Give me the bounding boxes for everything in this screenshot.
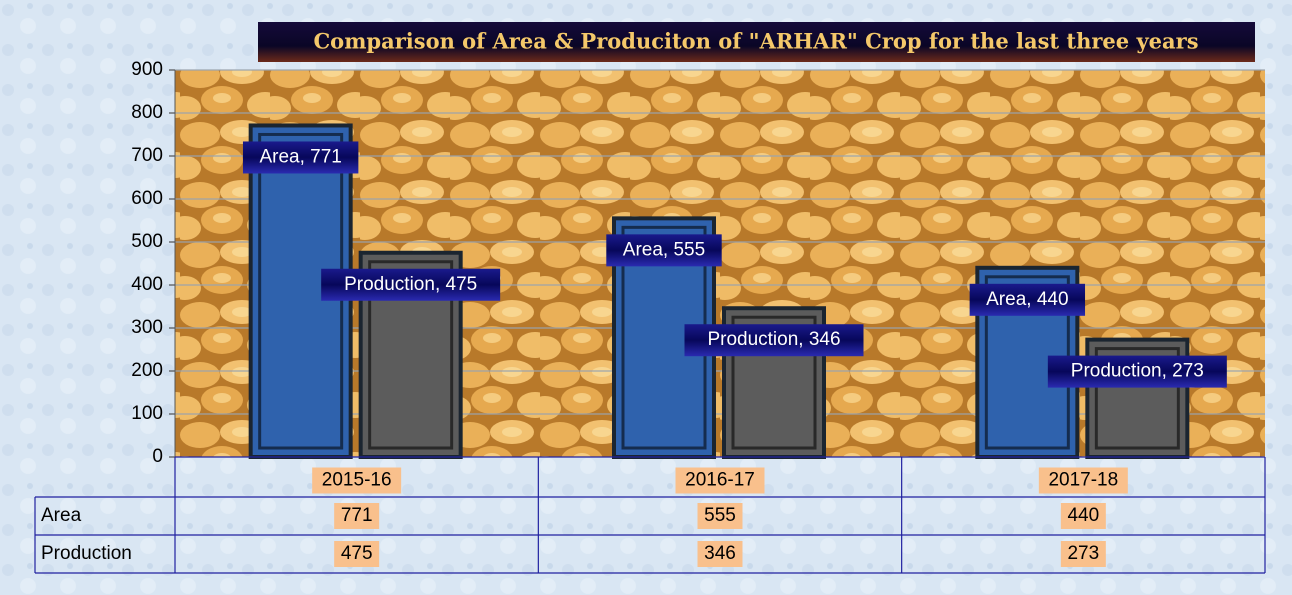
table-value: 440 <box>1067 505 1099 526</box>
chart: Comparison of Area & Produciton of "ARHA… <box>0 0 1292 595</box>
table-value: 346 <box>704 543 736 564</box>
table-value: 771 <box>341 505 373 526</box>
y-tick-label: 500 <box>131 231 163 252</box>
y-tick-label: 600 <box>131 188 163 209</box>
y-tick-label: 700 <box>131 145 163 166</box>
y-tick-label: 800 <box>131 102 163 123</box>
legend-entry: Production <box>41 543 132 564</box>
value-label: Area, 555 <box>623 239 705 260</box>
table-value: 555 <box>704 505 736 526</box>
y-tick-label: 0 <box>152 446 163 467</box>
value-label: Production, 273 <box>1071 361 1204 382</box>
x-tick-label: 2016-17 <box>685 470 755 491</box>
legend-entry: Area <box>41 505 82 526</box>
table-value: 475 <box>341 543 373 564</box>
table-value: 273 <box>1067 543 1099 564</box>
value-label: Production, 475 <box>344 274 477 295</box>
value-label: Area, 440 <box>986 289 1068 310</box>
chart-title: Comparison of Area & Produciton of "ARHA… <box>313 29 1198 54</box>
y-tick-label: 400 <box>131 274 163 295</box>
y-tick-label: 900 <box>131 59 163 80</box>
y-tick-label: 100 <box>131 403 163 424</box>
x-tick-label: 2015-16 <box>322 470 392 491</box>
x-tick-label: 2017-18 <box>1048 470 1118 491</box>
value-label: Area, 771 <box>259 146 341 167</box>
y-tick-label: 200 <box>131 360 163 381</box>
y-tick-label: 300 <box>131 317 163 338</box>
value-label: Production, 346 <box>707 329 840 350</box>
